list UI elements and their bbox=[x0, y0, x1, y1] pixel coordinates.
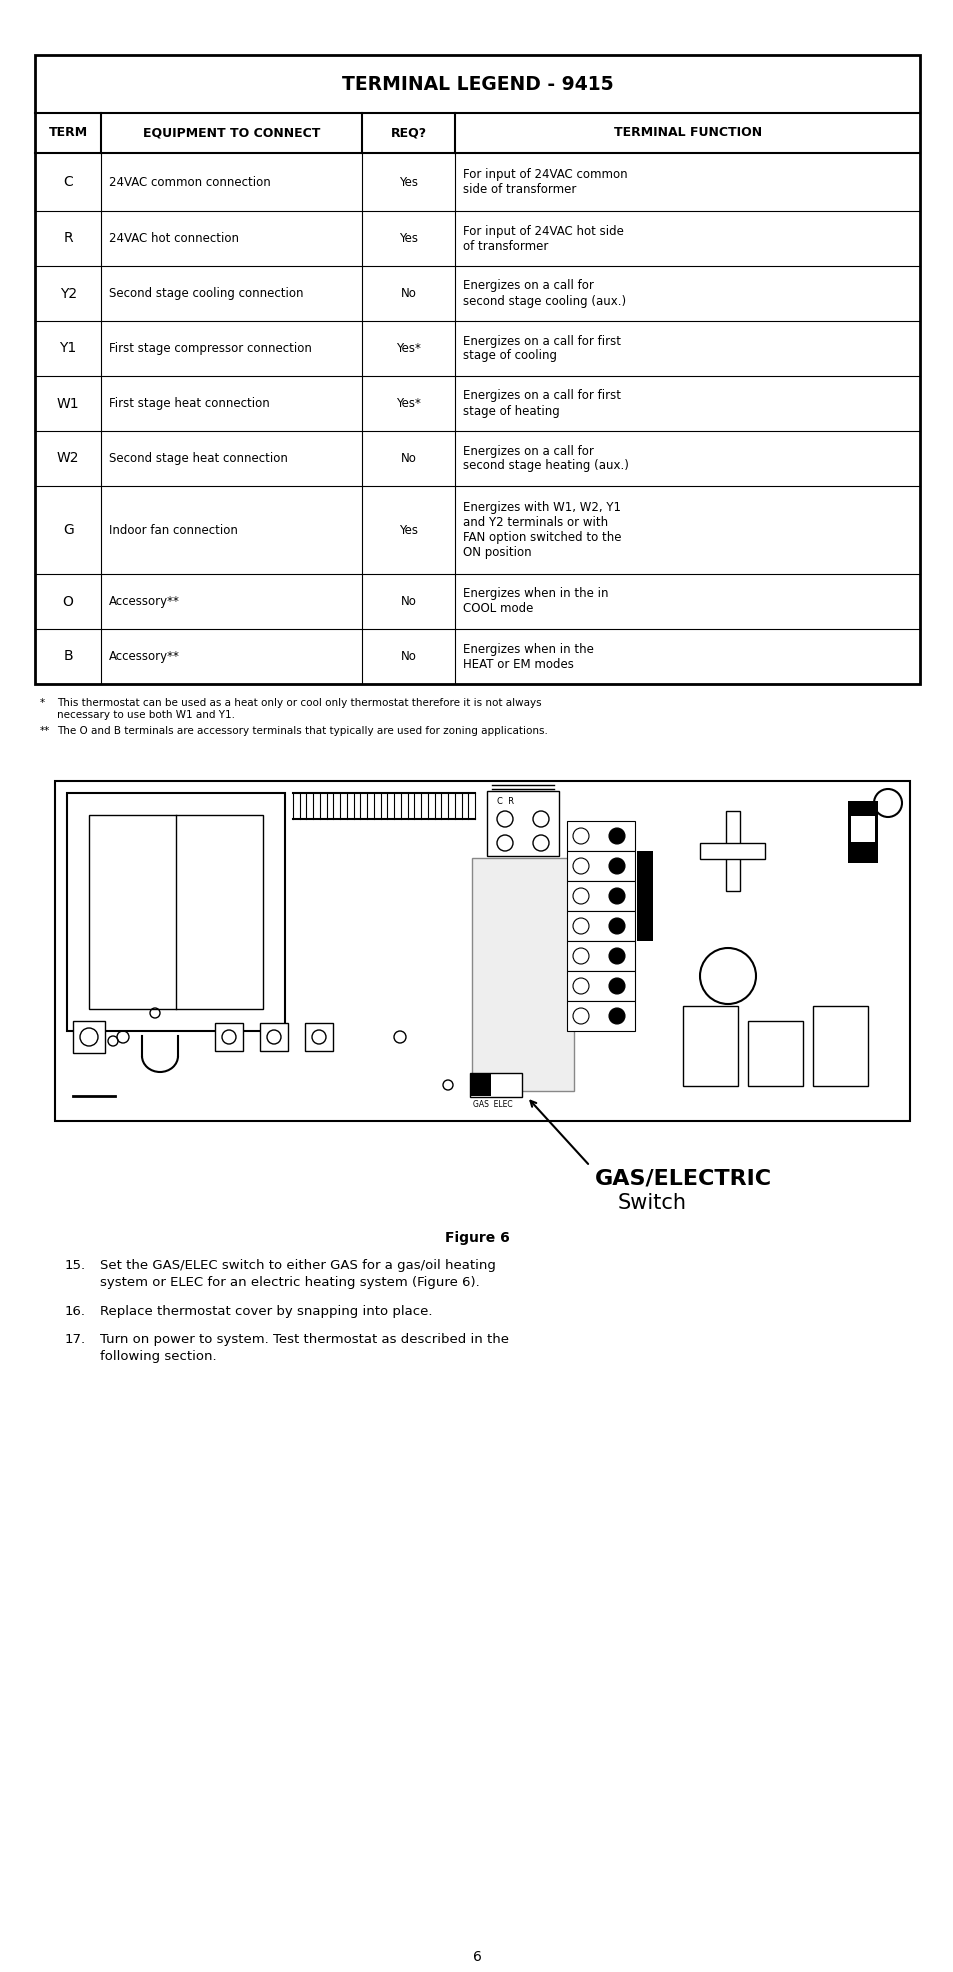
Bar bbox=[486, 791, 558, 856]
Text: Switch: Switch bbox=[618, 1193, 686, 1213]
Text: C  R: C R bbox=[497, 797, 514, 807]
Bar bbox=[35, 55, 919, 684]
Text: Turn on power to system. Test thermostat as described in the: Turn on power to system. Test thermostat… bbox=[100, 1333, 509, 1347]
Text: The O and B terminals are accessory terminals that typically are used for zoning: The O and B terminals are accessory term… bbox=[57, 726, 547, 736]
Text: Yes*: Yes* bbox=[396, 341, 421, 355]
Text: Energizes with W1, W2, Y1
and Y2 terminals or with
FAN option switched to the
ON: Energizes with W1, W2, Y1 and Y2 termina… bbox=[463, 501, 621, 558]
Bar bbox=[470, 1073, 521, 1096]
Text: Y1: Y1 bbox=[59, 341, 77, 355]
Text: **: ** bbox=[40, 726, 51, 736]
Text: R: R bbox=[63, 231, 73, 245]
Text: Y2: Y2 bbox=[59, 286, 76, 300]
Bar bbox=[566, 911, 635, 941]
Text: 24VAC common connection: 24VAC common connection bbox=[110, 176, 271, 189]
Text: No: No bbox=[400, 651, 416, 663]
Text: Yes: Yes bbox=[399, 233, 418, 245]
Text: Replace thermostat cover by snapping into place.: Replace thermostat cover by snapping int… bbox=[100, 1305, 432, 1317]
Circle shape bbox=[608, 887, 624, 903]
Text: Energizes on a call for
second stage heating (aux.): Energizes on a call for second stage hea… bbox=[463, 444, 629, 473]
Bar bbox=[566, 820, 635, 852]
Bar bbox=[89, 814, 263, 1010]
Circle shape bbox=[608, 949, 624, 964]
Bar bbox=[747, 1021, 802, 1087]
Text: No: No bbox=[400, 452, 416, 465]
Text: Accessory**: Accessory** bbox=[110, 651, 180, 663]
Text: GAS  ELEC: GAS ELEC bbox=[473, 1100, 512, 1108]
Bar bbox=[566, 881, 635, 911]
Bar bbox=[637, 852, 652, 941]
Text: Energizes on a call for
second stage cooling (aux.): Energizes on a call for second stage coo… bbox=[463, 280, 626, 308]
Circle shape bbox=[608, 858, 624, 874]
Text: W1: W1 bbox=[57, 396, 79, 410]
Text: TERMINAL LEGEND - 9415: TERMINAL LEGEND - 9415 bbox=[341, 75, 613, 93]
Text: TERMINAL FUNCTION: TERMINAL FUNCTION bbox=[613, 126, 760, 140]
Text: following section.: following section. bbox=[100, 1351, 216, 1363]
Text: EQUIPMENT TO CONNECT: EQUIPMENT TO CONNECT bbox=[143, 126, 320, 140]
Text: Energizes when in the in
COOL mode: Energizes when in the in COOL mode bbox=[463, 588, 608, 615]
Text: *: * bbox=[40, 698, 45, 708]
Text: For input of 24VAC hot side
of transformer: For input of 24VAC hot side of transform… bbox=[463, 225, 623, 252]
Text: Accessory**: Accessory** bbox=[110, 596, 180, 607]
Text: No: No bbox=[400, 596, 416, 607]
Text: Indoor fan connection: Indoor fan connection bbox=[110, 523, 238, 536]
Bar bbox=[73, 1021, 105, 1053]
Text: GAS/ELECTRIC: GAS/ELECTRIC bbox=[595, 1169, 771, 1189]
Text: 6: 6 bbox=[472, 1950, 481, 1964]
Text: O: O bbox=[63, 594, 73, 609]
Bar bbox=[471, 1075, 491, 1096]
Text: Yes*: Yes* bbox=[396, 396, 421, 410]
Bar bbox=[725, 810, 740, 891]
Text: Energizes on a call for first
stage of heating: Energizes on a call for first stage of h… bbox=[463, 390, 620, 418]
Text: REQ?: REQ? bbox=[391, 126, 427, 140]
Text: Second stage cooling connection: Second stage cooling connection bbox=[110, 288, 304, 300]
Bar bbox=[682, 1006, 738, 1087]
Bar bbox=[472, 858, 574, 1091]
Circle shape bbox=[608, 828, 624, 844]
Bar bbox=[305, 1023, 333, 1051]
Text: Energizes on a call for first
stage of cooling: Energizes on a call for first stage of c… bbox=[463, 335, 620, 363]
Text: This thermostat can be used as a heat only or cool only thermostat therefore it : This thermostat can be used as a heat on… bbox=[57, 698, 541, 720]
Bar bbox=[566, 941, 635, 970]
Text: 17.: 17. bbox=[65, 1333, 86, 1347]
Bar bbox=[566, 1002, 635, 1031]
Text: Yes: Yes bbox=[399, 523, 418, 536]
Text: W2: W2 bbox=[57, 452, 79, 465]
Bar bbox=[566, 970, 635, 1002]
Bar bbox=[847, 801, 877, 864]
Text: No: No bbox=[400, 288, 416, 300]
Text: Figure 6: Figure 6 bbox=[444, 1231, 509, 1244]
Text: First stage compressor connection: First stage compressor connection bbox=[110, 341, 312, 355]
Bar bbox=[812, 1006, 867, 1087]
Bar bbox=[700, 842, 764, 860]
Bar bbox=[214, 1023, 243, 1051]
Circle shape bbox=[608, 919, 624, 935]
Text: 15.: 15. bbox=[65, 1258, 86, 1272]
Text: G: G bbox=[63, 523, 73, 536]
Text: Yes: Yes bbox=[399, 176, 418, 189]
Bar bbox=[55, 781, 909, 1120]
Text: B: B bbox=[63, 649, 73, 663]
Circle shape bbox=[608, 978, 624, 994]
Text: 24VAC hot connection: 24VAC hot connection bbox=[110, 233, 239, 245]
Bar bbox=[260, 1023, 288, 1051]
Text: TERM: TERM bbox=[49, 126, 88, 140]
Text: For input of 24VAC common
side of transformer: For input of 24VAC common side of transf… bbox=[463, 168, 627, 195]
Bar bbox=[850, 816, 874, 842]
Text: Energizes when in the
HEAT or EM modes: Energizes when in the HEAT or EM modes bbox=[463, 643, 594, 670]
Text: First stage heat connection: First stage heat connection bbox=[110, 396, 270, 410]
Text: C: C bbox=[63, 176, 73, 189]
Circle shape bbox=[608, 1008, 624, 1023]
Bar bbox=[566, 852, 635, 881]
Text: system or ELEC for an electric heating system (Figure 6).: system or ELEC for an electric heating s… bbox=[100, 1276, 479, 1290]
Text: Second stage heat connection: Second stage heat connection bbox=[110, 452, 288, 465]
Bar bbox=[67, 793, 285, 1031]
Text: Set the GAS/ELEC switch to either GAS for a gas/oil heating: Set the GAS/ELEC switch to either GAS fo… bbox=[100, 1258, 496, 1272]
Text: 16.: 16. bbox=[65, 1305, 86, 1317]
